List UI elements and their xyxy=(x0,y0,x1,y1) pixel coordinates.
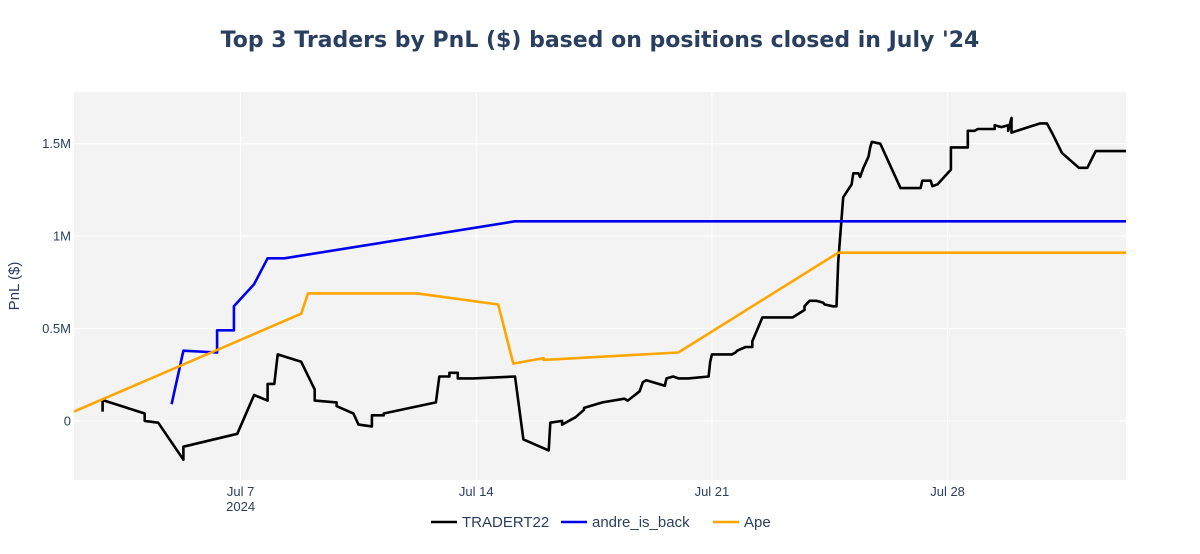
series-line-tradert22[interactable] xyxy=(101,116,1126,462)
y-tick-label: 1M xyxy=(53,229,71,244)
plot-area xyxy=(74,92,1126,480)
legend-item-andre-is-back[interactable]: andre_is_back xyxy=(561,514,690,531)
x-gridlines xyxy=(240,92,949,480)
x-tick-label: Jul 21 xyxy=(695,484,730,499)
legend-item-tradert22[interactable]: TRADERT22 xyxy=(431,514,549,531)
x-tick-label: Jul 28 xyxy=(930,484,965,499)
y-tick-label: 0.5M xyxy=(42,321,71,336)
legend-item-ape[interactable]: Ape xyxy=(713,514,771,531)
y-tick-label: 0 xyxy=(64,413,71,428)
x-tick-label: Jul 7 xyxy=(227,484,254,499)
y-tick-label: 1.5M xyxy=(42,136,71,151)
x-tick-label: Jul 14 xyxy=(459,484,494,499)
legend-label: andre_is_back xyxy=(592,514,690,531)
legend[interactable]: TRADERT22 andre_is_back Ape xyxy=(431,514,771,531)
y-axis-ticks: 0 0.5M 1M 1.5M xyxy=(42,136,71,428)
series-line-ape[interactable] xyxy=(74,251,1126,413)
x-tick-sublabel: 2024 xyxy=(226,499,255,514)
y-gridlines xyxy=(74,143,1126,422)
chart-title: Top 3 Traders by PnL ($) based on positi… xyxy=(221,28,980,53)
series-lines xyxy=(74,116,1126,462)
legend-label: Ape xyxy=(744,514,771,531)
legend-label: TRADERT22 xyxy=(462,514,549,531)
y-axis-title: PnL ($) xyxy=(6,262,23,311)
